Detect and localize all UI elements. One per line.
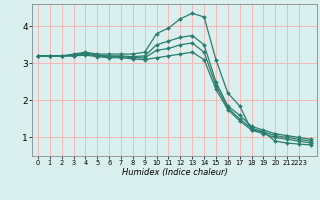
X-axis label: Humidex (Indice chaleur): Humidex (Indice chaleur)	[122, 168, 227, 177]
